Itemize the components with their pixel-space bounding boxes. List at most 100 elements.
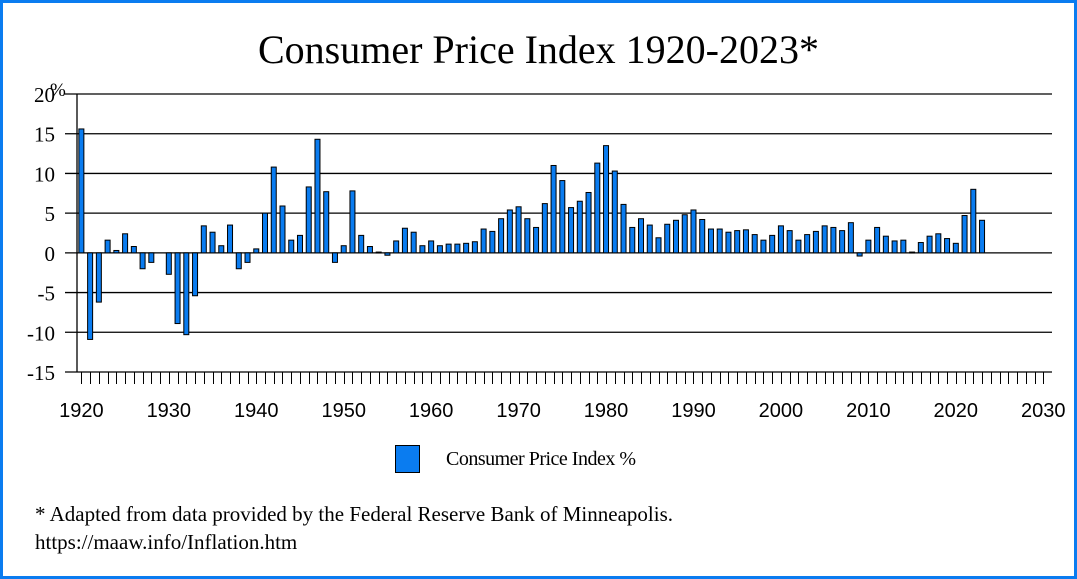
legend-swatch bbox=[395, 445, 420, 473]
bar-1955 bbox=[384, 252, 391, 256]
bar-1941 bbox=[262, 212, 269, 254]
bar-1931 bbox=[174, 252, 181, 325]
x-tick-label: 1980 bbox=[584, 400, 629, 422]
bar-1976 bbox=[568, 207, 575, 254]
bar-1962 bbox=[445, 243, 452, 254]
bar-1945 bbox=[296, 234, 303, 254]
y-tick-label: -15 bbox=[27, 361, 55, 385]
x-tick-label: 1960 bbox=[409, 400, 454, 422]
legend-label: Consumer Price Index % bbox=[446, 447, 636, 470]
bar-1956 bbox=[393, 240, 400, 254]
bar-1948 bbox=[323, 191, 330, 254]
y-tick-label: 5 bbox=[45, 202, 56, 226]
bar-2004 bbox=[812, 230, 819, 254]
x-axis: 1920 1930 1940 1950 1960 1970 1980 1990 2000 2010… bbox=[59, 372, 1066, 422]
bar-1989 bbox=[681, 214, 688, 254]
bar-1970 bbox=[515, 206, 522, 254]
bar-1951 bbox=[349, 190, 356, 254]
bar-2016 bbox=[917, 242, 924, 254]
bar-1957 bbox=[401, 227, 408, 254]
bar-1987 bbox=[664, 223, 671, 254]
y-axis: 20 15 10 5 0 -5 -10 -15% bbox=[27, 80, 78, 385]
x-tick-label: 2020 bbox=[934, 400, 979, 422]
bar-1927 bbox=[139, 252, 146, 270]
bar-2001 bbox=[786, 230, 793, 254]
y-tick-label: 10 bbox=[34, 162, 55, 186]
bar-1922 bbox=[95, 252, 102, 303]
bar-1994 bbox=[725, 231, 732, 254]
bar-1999 bbox=[769, 234, 776, 254]
y-tick-label: -5 bbox=[38, 282, 56, 306]
bar-2002 bbox=[795, 239, 802, 254]
bar-1996 bbox=[742, 229, 749, 254]
x-tick-label: 1930 bbox=[147, 400, 192, 422]
bar-1964 bbox=[463, 242, 470, 254]
bar-1942 bbox=[270, 166, 277, 254]
footnote: * Adapted from data provided by the Fede… bbox=[35, 500, 673, 556]
bar-2020 bbox=[952, 242, 959, 254]
bar-1961 bbox=[436, 245, 443, 254]
bar-2006 bbox=[830, 226, 837, 254]
bar-1984 bbox=[638, 218, 645, 254]
bar-1975 bbox=[559, 180, 566, 254]
bar-1977 bbox=[576, 200, 583, 254]
bar-1991 bbox=[699, 218, 706, 254]
bar-2022 bbox=[970, 188, 977, 254]
bar-1944 bbox=[288, 239, 295, 254]
bar-1981 bbox=[611, 170, 618, 254]
bar-1959 bbox=[419, 245, 426, 254]
footnote-url[interactable]: https://maaw.info/Inflation.htm bbox=[35, 530, 298, 554]
bar-1960 bbox=[428, 240, 435, 254]
bar-1973 bbox=[541, 203, 548, 254]
bar-1963 bbox=[454, 243, 461, 254]
bar-2013 bbox=[891, 240, 898, 254]
bar-2011 bbox=[874, 226, 881, 254]
bar-1966 bbox=[480, 228, 487, 254]
bar-2003 bbox=[804, 234, 811, 254]
bar-1974 bbox=[550, 164, 557, 254]
bar-1932 bbox=[183, 252, 190, 336]
bar-1995 bbox=[734, 230, 741, 254]
bar-1958 bbox=[410, 231, 417, 254]
y-tick-label: 15 bbox=[34, 123, 55, 147]
bar-1993 bbox=[716, 228, 723, 254]
footnote-source: * Adapted from data provided by the Fede… bbox=[35, 502, 673, 526]
x-tick-label: 2030 bbox=[1021, 400, 1066, 422]
bar-1940 bbox=[253, 248, 260, 254]
bar-1998 bbox=[760, 239, 767, 254]
x-tick-label: 1920 bbox=[59, 400, 104, 422]
bar-1950 bbox=[340, 245, 347, 254]
bar-2008 bbox=[847, 222, 854, 254]
bar-1979 bbox=[594, 162, 601, 254]
bar-1985 bbox=[646, 224, 653, 254]
bar-1971 bbox=[524, 218, 531, 254]
gridlines bbox=[65, 93, 1052, 373]
bar-1986 bbox=[655, 237, 662, 254]
x-tick-label: 2000 bbox=[759, 400, 804, 422]
bar-1933 bbox=[192, 252, 199, 297]
bar-1934 bbox=[200, 225, 207, 254]
bar-1992 bbox=[707, 228, 714, 254]
bar-2005 bbox=[821, 225, 828, 254]
bar-2015 bbox=[909, 251, 916, 254]
bar-2014 bbox=[900, 239, 907, 254]
bar-2023 bbox=[979, 219, 986, 254]
x-tick-label: 2010 bbox=[846, 400, 891, 422]
bar-1921 bbox=[87, 252, 94, 340]
bar-1936 bbox=[218, 245, 225, 254]
legend: Consumer Price Index % bbox=[395, 445, 636, 473]
bar-2017 bbox=[926, 235, 933, 254]
bar-1980 bbox=[603, 145, 610, 254]
bars bbox=[78, 128, 986, 340]
bar-1982 bbox=[620, 203, 627, 254]
bar-2021 bbox=[961, 215, 968, 254]
bar-1928 bbox=[148, 252, 155, 263]
bar-1947 bbox=[314, 138, 321, 254]
bar-1935 bbox=[209, 231, 216, 254]
bar-1925 bbox=[122, 233, 129, 254]
bar-1949 bbox=[331, 252, 338, 263]
x-tick-label: 1990 bbox=[671, 400, 716, 422]
bar-1997 bbox=[751, 234, 758, 254]
bar-2018 bbox=[935, 233, 942, 254]
